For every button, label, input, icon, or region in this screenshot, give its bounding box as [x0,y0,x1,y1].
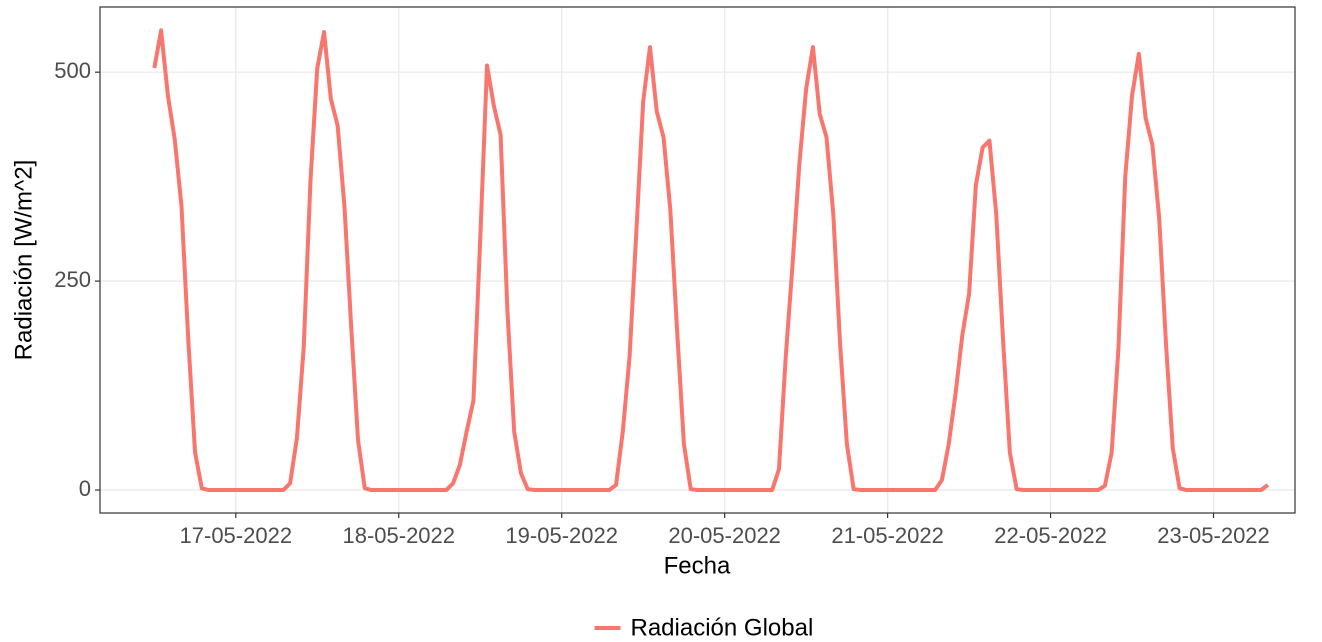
plot-border [99,6,1296,514]
x-tick-label: 22-05-2022 [994,523,1107,548]
x-tick-label: 23-05-2022 [1157,523,1270,548]
x-tick-label: 19-05-2022 [505,523,618,548]
x-tick-label: 17-05-2022 [180,523,293,548]
legend-label: Radiación Global [631,614,814,641]
x-tick-label: 21-05-2022 [831,523,944,548]
x-axis-title: Fecha [664,552,731,579]
y-axis-title: Radiación [W/m^2] [10,160,37,361]
x-tick-label: 18-05-2022 [342,523,455,548]
line-series [152,28,1270,493]
y-tick-label: 250 [54,267,91,292]
y-tick-label: 500 [54,58,91,83]
x-tick-label: 20-05-2022 [668,523,781,548]
y-tick-label: 0 [79,476,91,501]
